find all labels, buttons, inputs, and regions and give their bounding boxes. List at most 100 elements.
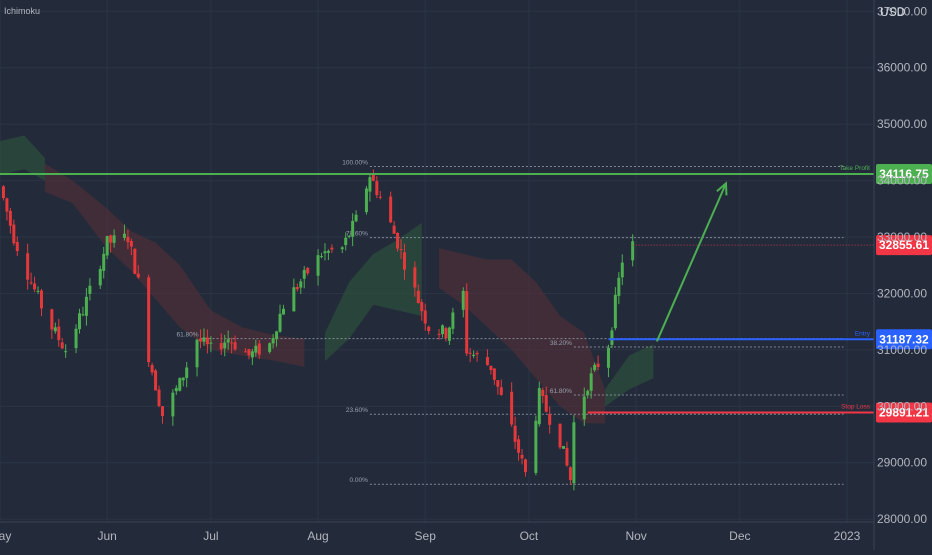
candle-down — [29, 282, 33, 284]
candle-down — [154, 370, 158, 391]
candle-down — [499, 387, 503, 395]
candle-down — [33, 283, 37, 290]
candle-up — [326, 250, 330, 253]
candle-down — [330, 247, 334, 250]
candle-up — [84, 296, 88, 316]
y-tick-label: 28000.00 — [877, 512, 927, 526]
candle-down — [444, 328, 448, 339]
candle-up — [64, 351, 68, 353]
candle-up — [302, 269, 306, 279]
candle-down — [492, 368, 496, 380]
candle-down — [199, 338, 203, 342]
candle-up — [340, 247, 344, 250]
candle-down — [523, 459, 527, 473]
fib-level-label: 0.00% — [349, 477, 368, 484]
candle-down — [510, 391, 514, 425]
candle-down — [306, 267, 310, 274]
candle-up — [171, 392, 175, 417]
level-line-label: Entry — [855, 330, 871, 337]
cloud-bullish — [605, 344, 654, 407]
candle-down — [136, 273, 140, 278]
projection-arrow-head — [716, 181, 728, 196]
candle-up — [299, 281, 303, 288]
candle-down — [496, 380, 500, 387]
candle-up — [223, 342, 227, 349]
candle-down — [475, 352, 479, 355]
fib-level-label: 38.20% — [550, 340, 572, 347]
candle-down — [205, 337, 209, 345]
candle-up — [178, 378, 182, 391]
price-tag — [876, 402, 932, 423]
x-tick-label: Dec — [729, 529, 750, 543]
price-tag-text: 31187.32 — [879, 332, 929, 346]
candle-up — [364, 188, 368, 213]
candle-up — [88, 285, 92, 294]
candle-up — [441, 325, 445, 335]
candle-up — [209, 342, 213, 344]
candle-up — [271, 338, 275, 344]
cloud-bearish — [439, 248, 605, 424]
level-line-label: Take Profit — [839, 165, 870, 172]
projection-arrow-shaft — [655, 183, 727, 342]
candle-up — [593, 364, 597, 371]
candle-down — [109, 235, 113, 243]
candles — [1, 169, 635, 491]
candle-down — [8, 210, 12, 226]
candle-down — [39, 290, 43, 309]
candle-down — [378, 196, 382, 198]
last-price-text: 32855.61 — [879, 238, 929, 252]
candle-up — [610, 330, 614, 345]
cloud-bearish — [44, 163, 305, 367]
candle-up — [447, 327, 451, 341]
candle-down — [468, 352, 472, 354]
y-tick-label: 36000.00 — [877, 61, 927, 75]
x-tick-label: Jul — [203, 529, 218, 543]
candle-down — [513, 425, 517, 442]
candle-up — [351, 220, 355, 237]
x-tick-label: Oct — [520, 529, 539, 543]
candle-up — [53, 327, 57, 332]
ichimoku-cloud — [0, 135, 654, 424]
indicator-label: Ichimoku — [4, 6, 40, 16]
y-tick-label: 34000.00 — [877, 174, 927, 188]
candle-down — [517, 439, 521, 453]
y-tick-label: 35000.00 — [877, 117, 927, 131]
candle-up — [316, 255, 320, 276]
candle-down — [427, 326, 431, 332]
y-tick-label: 29000.00 — [877, 456, 927, 470]
candle-down — [295, 287, 299, 290]
candle-down — [375, 181, 379, 196]
fib-level-label: 61.80% — [550, 388, 572, 395]
candle-down — [416, 290, 420, 304]
candle-up — [78, 313, 82, 330]
fib-level-label: 61.80% — [176, 332, 198, 339]
candle-down — [565, 447, 569, 466]
candle-down — [247, 349, 251, 356]
fib-level-label: 78.60% — [346, 231, 368, 238]
candle-up — [631, 241, 635, 261]
candle-up — [254, 345, 258, 353]
candle-up — [181, 377, 185, 381]
candle-down — [150, 365, 154, 373]
candle-up — [74, 328, 78, 349]
candle-down — [133, 248, 137, 274]
candle-up — [122, 233, 126, 238]
candle-up — [344, 237, 348, 246]
candle-up — [572, 422, 576, 484]
price-tag-text: 29891.21 — [879, 405, 929, 419]
x-tick-label: Jun — [97, 529, 116, 543]
candle-up — [275, 331, 279, 340]
y-tick-label: 32000.00 — [877, 286, 927, 300]
price-tag-text: 34116.75 — [879, 167, 929, 181]
candle-up — [323, 251, 327, 254]
candle-up — [292, 287, 296, 312]
candle-up — [174, 387, 178, 392]
y-tick-label: 37000.00 — [877, 4, 927, 18]
candle-up — [562, 446, 566, 449]
candle-down — [219, 343, 223, 350]
candle-up — [226, 339, 230, 343]
candle-up — [81, 314, 85, 316]
candle-down — [423, 310, 427, 324]
